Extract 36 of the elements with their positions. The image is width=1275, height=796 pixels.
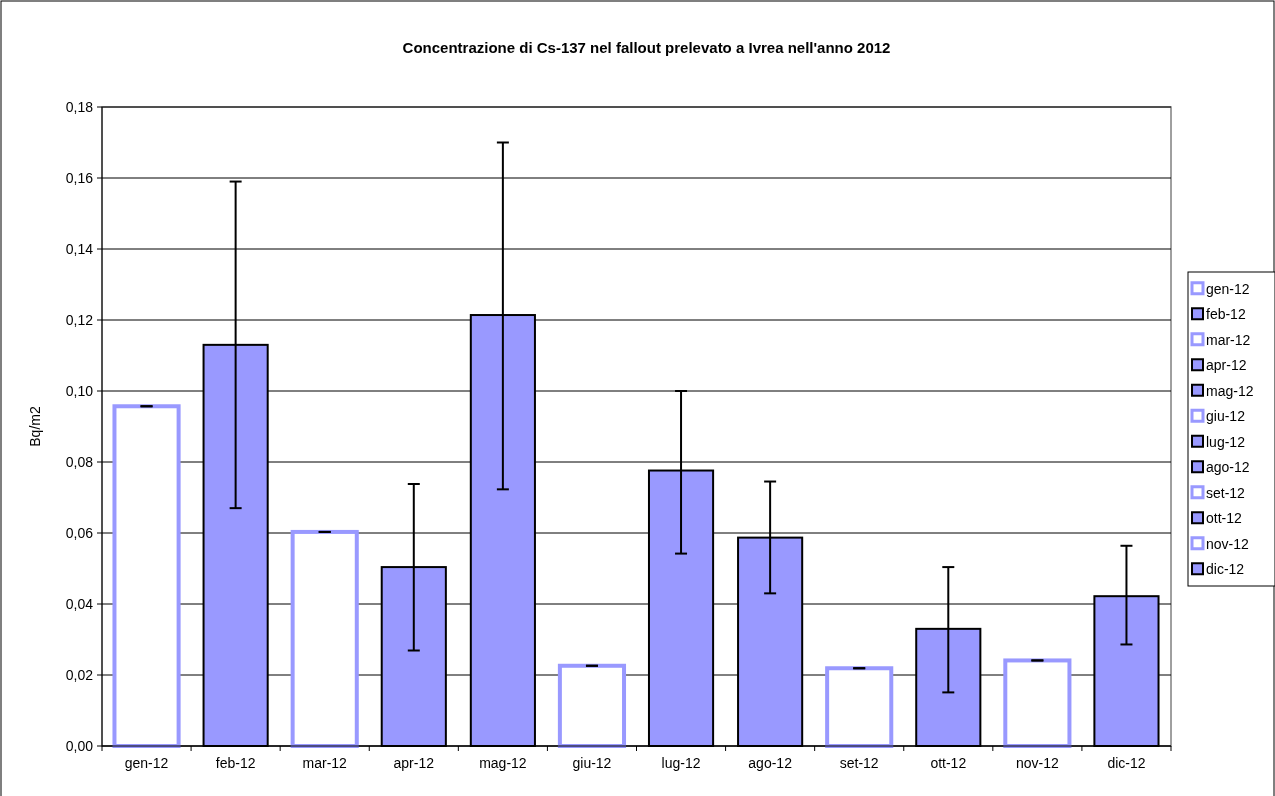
y-tick-label: 0,02 [65, 666, 94, 683]
x-tick-label: nov-12 [1015, 755, 1059, 771]
y-tick-label: 0,06 [65, 524, 94, 541]
y-tick-label: 0,14 [65, 240, 94, 257]
y-tick-label: 0,18 [65, 98, 94, 115]
x-tick-label: ott-12 [930, 755, 967, 771]
x-tick-label: ago-12 [748, 755, 793, 771]
y-axis-title: Bq/m2 [27, 406, 43, 447]
x-tick-label: apr-12 [393, 755, 435, 771]
y-tick-label: 0,16 [65, 169, 94, 186]
x-tick-label: giu-12 [572, 755, 612, 771]
x-tick-label: lug-12 [661, 755, 701, 771]
legend-label: nov-12 [1206, 535, 1250, 552]
legend-label: giu-12 [1206, 408, 1246, 425]
x-tick-label: gen-12 [124, 755, 169, 771]
x-tick-label: mag-12 [479, 755, 527, 771]
legend-label: ago-12 [1206, 459, 1250, 476]
legend-label: gen-12 [1206, 280, 1250, 297]
x-tick-label: mar-12 [302, 755, 348, 771]
chart-title: Concentrazione di Cs-137 nel fallout prelevato a Ivrea nell'anno 2012 [402, 39, 891, 56]
legend-label: set-12 [1206, 484, 1246, 501]
x-tick-label: feb-12 [215, 755, 256, 771]
legend-label: mar-12 [1206, 331, 1251, 348]
y-tick-label: 0,08 [65, 453, 94, 470]
y-tick-label: 0,04 [65, 595, 94, 612]
legend-label: dic-12 [1206, 561, 1245, 578]
x-tick-label: dic-12 [1107, 755, 1146, 771]
legend-label: mag-12 [1206, 382, 1254, 399]
legend-label: ott-12 [1206, 510, 1243, 527]
legend-label: lug-12 [1206, 433, 1246, 450]
y-tick-label: 0,10 [65, 382, 94, 399]
legend-label: apr-12 [1206, 357, 1247, 374]
x-tick-label: set-12 [839, 755, 879, 771]
y-tick-label: 0,12 [65, 311, 94, 328]
y-tick-label: 0,00 [65, 737, 94, 754]
legend-label: feb-12 [1206, 306, 1246, 323]
